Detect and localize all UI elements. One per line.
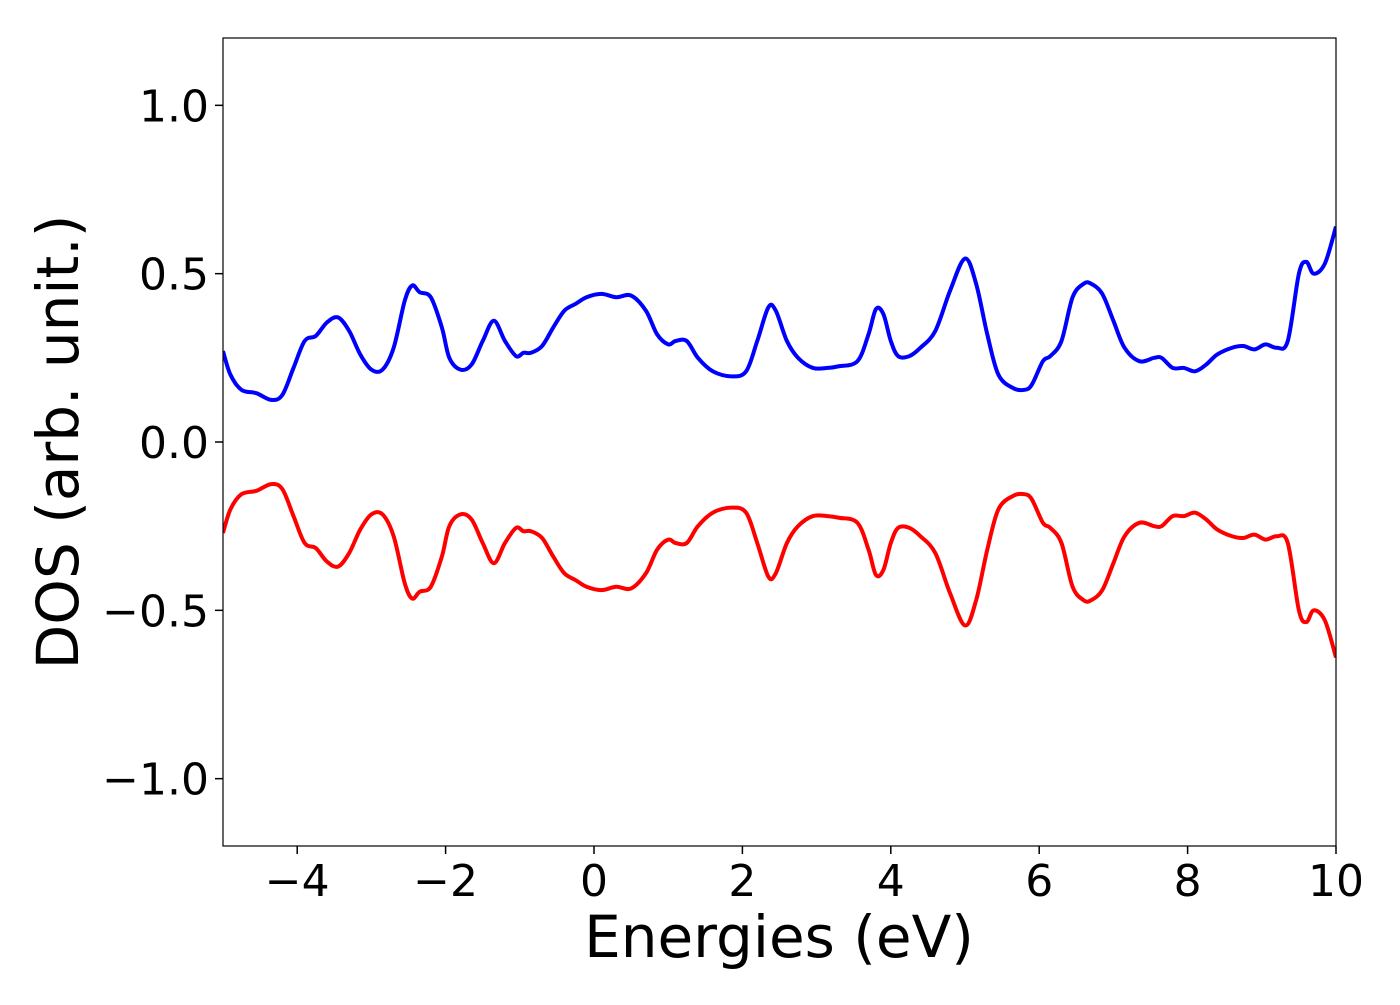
y-axis: 1.0 0.5 0.0 −0.5 −1.0 (102, 81, 223, 805)
x-tick-label: −4 (265, 856, 330, 907)
x-axis: −4 −2 0 2 4 6 8 10 (265, 846, 1364, 907)
plot-background (223, 38, 1336, 846)
x-tick-label: −2 (413, 856, 478, 907)
y-tick-label: 0.5 (139, 250, 209, 301)
y-tick-label: 1.0 (139, 81, 209, 132)
x-tick-label: 8 (1174, 856, 1202, 907)
x-tick-label: 0 (580, 856, 608, 907)
x-tick-label: 4 (877, 856, 905, 907)
y-axis-title: DOS (arb. unit.) (24, 215, 92, 670)
y-tick-label: −1.0 (102, 755, 209, 806)
x-axis-title: Energies (eV) (584, 903, 974, 971)
x-tick-label: 6 (1025, 856, 1053, 907)
y-tick-label: −0.5 (102, 586, 209, 637)
x-tick-label: 2 (728, 856, 756, 907)
y-tick-label: 0.0 (139, 418, 209, 469)
x-tick-label: 10 (1308, 856, 1364, 907)
